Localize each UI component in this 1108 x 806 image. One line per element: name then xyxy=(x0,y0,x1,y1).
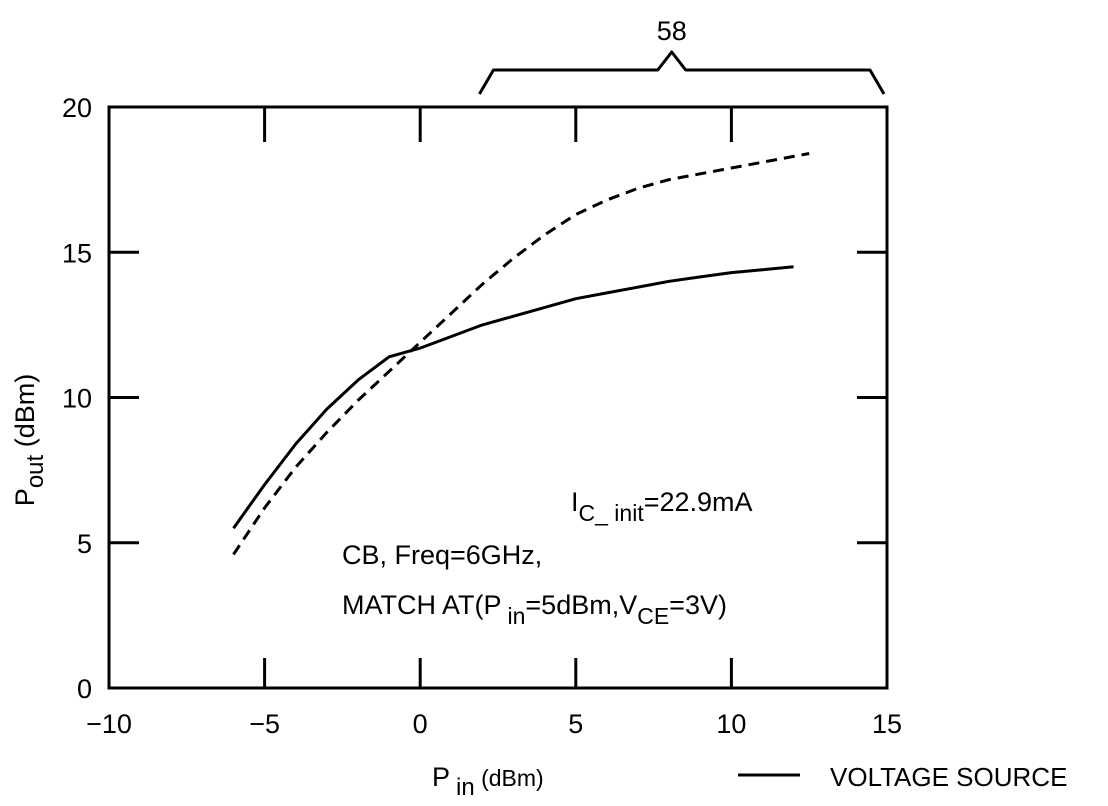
legend-label: VOLTAGE SOURCE xyxy=(830,762,1067,792)
x-tick-label: −5 xyxy=(249,709,280,739)
y-tick-label: 15 xyxy=(62,238,92,268)
series-line-solid xyxy=(232,265,794,530)
x-tick-label: 5 xyxy=(568,709,583,739)
x-tick-label: −10 xyxy=(86,709,132,739)
y-tick-label: 5 xyxy=(77,529,92,559)
annotation-ic-init: IC_ init=22.9mA xyxy=(571,487,753,526)
x-tick-label: 15 xyxy=(872,709,902,739)
y-tick-label: 10 xyxy=(62,384,92,414)
tick-labels: −10 −5 0 5 10 15 0 5 10 15 20 xyxy=(62,93,902,739)
y-tick-label: 20 xyxy=(62,93,92,123)
series xyxy=(232,152,810,556)
x-tick-label: 0 xyxy=(413,709,428,739)
annotation-conditions-line1: CB, Freq=6GHz, xyxy=(342,540,542,570)
ticks xyxy=(109,107,887,688)
y-tick-label: 0 xyxy=(77,674,92,704)
bracket-label: 58 xyxy=(657,16,687,46)
bracket-shape xyxy=(478,50,886,95)
y-axis-label: Pout (dBm) xyxy=(10,374,49,506)
annotation-conditions-line2: MATCH AT(P in=5dBm,VCE=3V) xyxy=(342,590,727,629)
bracket-58: 58 xyxy=(478,16,886,95)
legend: VOLTAGE SOURCE xyxy=(738,762,1067,792)
x-tick-label: 10 xyxy=(716,709,746,739)
